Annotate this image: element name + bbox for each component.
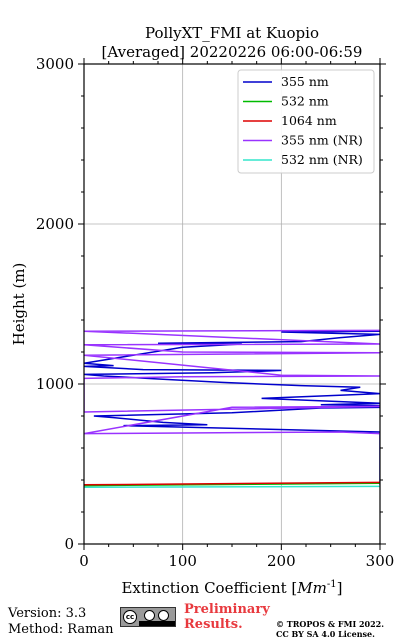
x-tick-label: 200: [267, 552, 296, 570]
cc-license-badge: cc: [120, 607, 176, 627]
legend-label: 355 nm (NR): [281, 133, 363, 148]
preliminary-results-note: Preliminary Results.: [184, 602, 270, 632]
extinction-profile-chart: PollyXT_FMI at Kuopio [Averaged] 2022022…: [10, 24, 395, 597]
cc-strip: [139, 621, 175, 626]
legend-label: 1064 nm: [281, 113, 337, 128]
y-tick-label: 0: [64, 535, 74, 553]
series-line-1: [84, 482, 380, 487]
chart-title: PollyXT_FMI at Kuopio: [145, 24, 319, 42]
legend: 355 nm 532 nm 1064 nm 355 nm (NR) 532 nm (NR…: [237, 69, 375, 174]
y-tick-label: 3000: [36, 55, 74, 73]
chart-subtitle: [Averaged] 20220226 06:00-06:59: [102, 43, 363, 61]
cc-by-icon: [144, 610, 155, 621]
cc-sa-icon: [158, 610, 169, 621]
x-tick-label: 100: [168, 552, 197, 570]
series-line-4: [84, 485, 380, 488]
x-tick-label: 0: [79, 552, 89, 570]
version-text: Version: 3.3: [8, 606, 87, 621]
legend-box: [237, 69, 375, 174]
legend-label: 355 nm: [281, 74, 329, 89]
legend-label: 532 nm (NR): [281, 152, 363, 167]
cc-icon: cc: [123, 610, 137, 624]
series-layer: [84, 329, 380, 488]
series-line-0: [84, 330, 380, 485]
series-line-3: [84, 329, 380, 435]
copyright-note: © TROPOS & FMI 2022. CC BY SA 4.0 License…: [276, 619, 385, 639]
y-tick-label: 1000: [36, 375, 74, 393]
series-line-2: [84, 481, 380, 486]
y-axis-label: Height (m): [10, 263, 28, 346]
x-tick-label: 300: [366, 552, 395, 570]
legend-label: 532 nm: [281, 94, 329, 109]
method-text: Method: Raman: [8, 622, 114, 637]
x-axis-label: Extinction Coefficient [Mm-1]: [121, 579, 342, 597]
y-tick-label: 2000: [36, 215, 74, 233]
